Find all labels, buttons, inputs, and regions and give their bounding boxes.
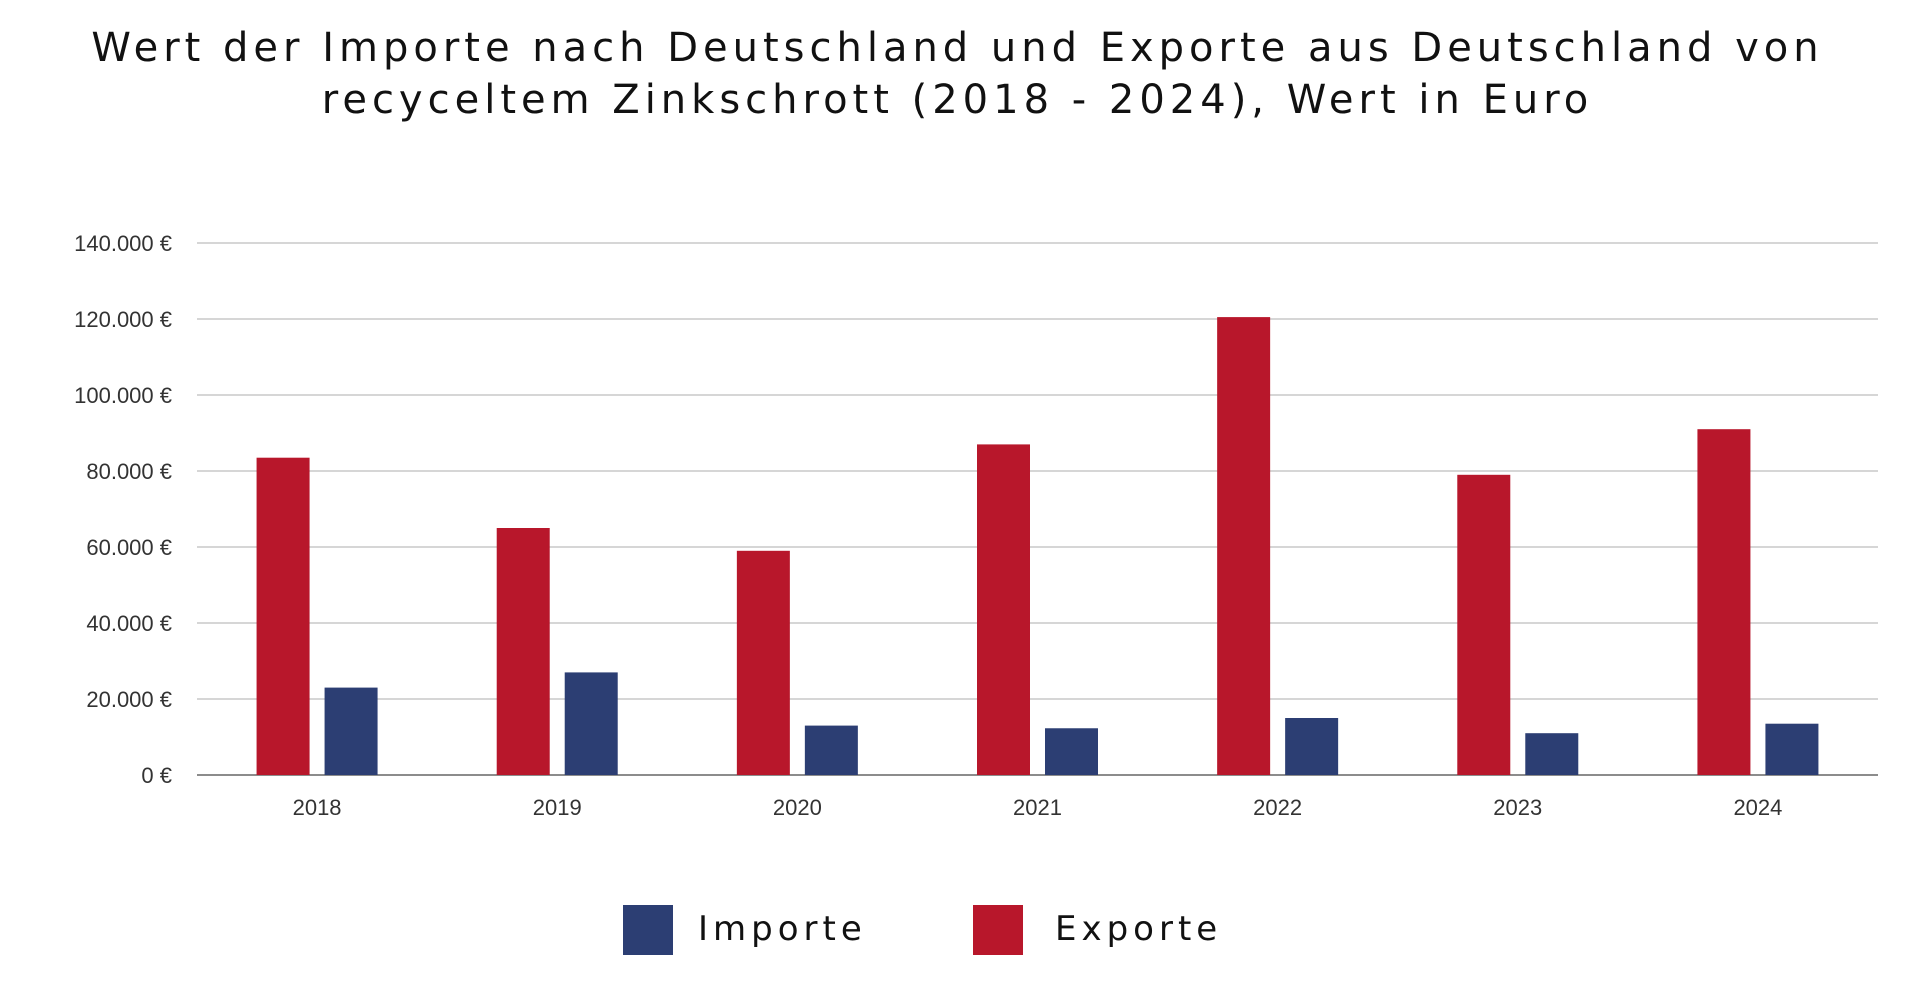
y-tick-label: 100.000 € [74,383,172,408]
y-tick-label: 80.000 € [86,459,172,484]
chart-title-line-1: Wert der Importe nach Deutschland und Ex… [91,25,1824,71]
x-tick-label: 2018 [293,795,342,820]
legend-swatch-exporte [973,905,1023,955]
chart-title: Wert der Importe nach Deutschland und Ex… [0,22,1915,126]
bar-exporte-2018 [256,457,310,775]
bar-chart: 0 € 20.000 € 40.000 € 60.000 € 80.000 € 100.0… [74,231,1878,820]
x-tick-label: 2023 [1493,795,1542,820]
y-tick-label: 120.000 € [74,307,172,332]
bar-exporte-2023 [1457,474,1511,775]
bar-importe-2022 [1285,718,1339,775]
y-axis-labels: 0 € 20.000 € 40.000 € 60.000 € 80.000 € 100.0… [74,231,172,788]
bar-importe-2020 [804,725,858,775]
bar-importe-2023 [1525,733,1579,775]
y-tick-label: 60.000 € [86,535,172,560]
y-tick-label: 40.000 € [86,611,172,636]
bar-importe-2018 [324,687,378,775]
bar-exporte-2024 [1697,429,1751,775]
x-tick-label: 2024 [1733,795,1782,820]
chart-title-line-2: recyceltem Zinkschrott (2018 - 2024), We… [321,77,1594,123]
bar-importe-2021 [1045,728,1098,775]
bar-exporte-2019 [496,528,550,775]
bar-importe-2024 [1765,723,1819,775]
bar-exporte-2020 [736,550,790,775]
bars [256,317,1819,775]
x-tick-label: 2021 [1013,795,1062,820]
legend-label-exporte: Exporte [1055,909,1223,949]
grid-lines [197,242,1878,776]
bar-exporte-2022 [1217,317,1271,775]
legend: Importe Exporte [0,905,1915,957]
y-tick-label: 140.000 € [74,231,172,256]
x-tick-label: 2020 [773,795,822,820]
legend-swatch-importe [623,905,673,955]
x-tick-label: 2022 [1253,795,1302,820]
legend-label-importe: Importe [698,909,867,949]
x-axis-labels: 2018 2019 2020 2021 2022 2023 2024 [293,795,1783,820]
x-tick-label: 2019 [533,795,582,820]
bar-importe-2019 [564,672,618,775]
bar-exporte-2021 [977,444,1030,775]
y-tick-label: 0 € [141,763,172,788]
y-tick-label: 20.000 € [86,687,172,712]
